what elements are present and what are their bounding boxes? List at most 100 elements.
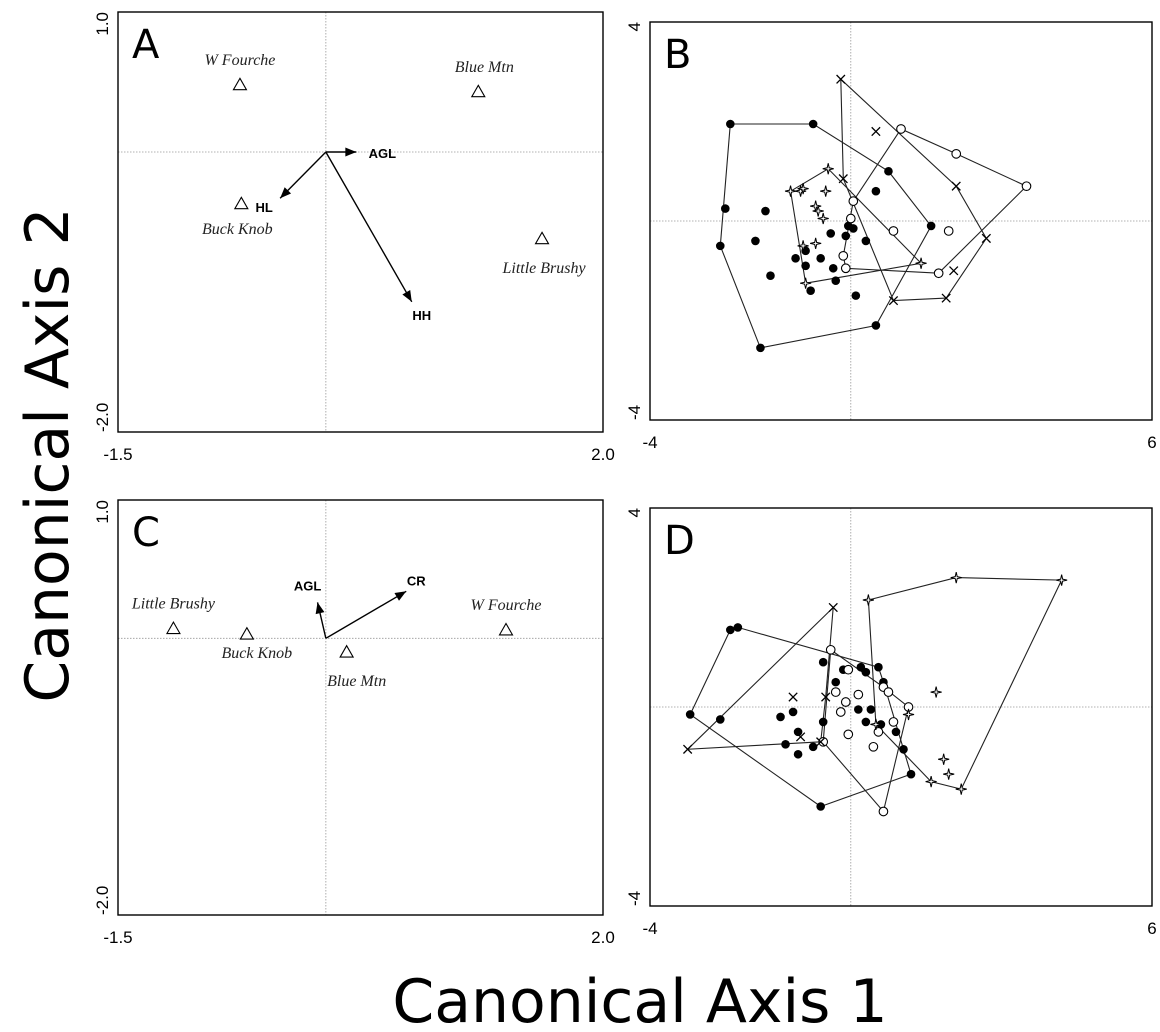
point-open-circle: [838, 250, 849, 261]
point-filled-circle: [776, 712, 785, 722]
point-filled-circle: [831, 276, 841, 286]
point-x-cross: [828, 602, 838, 613]
point-filled-circle: [818, 657, 828, 667]
site-triangle: [470, 84, 486, 98]
plot-frame: [649, 507, 1153, 907]
site-triangle: [339, 644, 355, 658]
panel-letter: C: [132, 510, 160, 556]
group-hull: [867, 577, 1063, 790]
point-open-circle: [868, 741, 879, 752]
point-filled-circle: [733, 623, 743, 632]
y-tick-label: -4: [625, 405, 644, 420]
point-four-point-star: [800, 277, 812, 289]
vector-arrowhead: [345, 147, 357, 157]
vector-arrowhead: [280, 187, 292, 199]
point-filled-circle: [899, 744, 908, 754]
vector-arrow: [325, 590, 407, 639]
point-open-circle: [933, 268, 944, 279]
site-label: W Fourche: [471, 597, 542, 614]
point-filled-circle: [791, 254, 800, 263]
point-x-cross: [838, 174, 848, 184]
x-axis-title: Canonical Axis 1: [392, 967, 887, 1032]
vector-label: AGL: [294, 578, 322, 593]
point-x-cross: [941, 293, 951, 303]
point-x-cross: [871, 126, 881, 137]
point-x-cross: [682, 744, 693, 754]
point-four-point-star: [943, 768, 955, 780]
site-triangle: [165, 621, 181, 635]
panel-c: C -1.5 2.0 1.0 -2.0 AGL CR Little Brushy Buck Kn…: [93, 499, 615, 947]
site-label: Little Brushy: [131, 596, 216, 613]
point-filled-circle: [874, 662, 883, 672]
point-filled-circle: [861, 717, 871, 727]
x-tick-label: -1.5: [103, 445, 132, 464]
point-four-point-star: [938, 753, 950, 765]
site-triangle: [534, 231, 550, 245]
site-label: Blue Mtn: [327, 673, 386, 690]
point-filled-circle: [808, 742, 818, 752]
point-open-circle: [825, 644, 836, 655]
y-tick-label: -4: [625, 891, 644, 906]
point-filled-circle: [721, 204, 730, 213]
point-open-circle: [943, 226, 954, 236]
panels: A -1.5 2.0 1.0 -2.0 AGL HL HH W Fourche Blue Mtn B…: [93, 11, 1157, 947]
point-filled-circle: [871, 186, 881, 196]
y-tick-label: -2.0: [93, 403, 112, 432]
point-x-cross: [981, 233, 991, 244]
point-filled-circle: [906, 769, 916, 779]
point-four-point-star: [817, 212, 829, 225]
point-filled-circle: [841, 231, 851, 241]
point-filled-circle: [926, 221, 936, 231]
point-four-point-star: [930, 686, 942, 698]
site-triangle: [233, 196, 249, 210]
panel-b: B -4 6 4 -4: [625, 21, 1157, 452]
panel-a: A -1.5 2.0 1.0 -2.0 AGL HL HH W Fourche Blue Mtn B…: [93, 11, 615, 464]
point-filled-circle: [891, 727, 901, 737]
point-filled-circle: [726, 119, 735, 129]
point-four-point-star: [810, 200, 822, 212]
group-hull: [840, 77, 987, 302]
site-label: W Fourche: [204, 52, 275, 69]
point-four-point-star: [870, 718, 882, 731]
point-open-circle: [818, 736, 829, 747]
x-tick-label: -4: [642, 919, 657, 938]
point-x-cross: [821, 692, 831, 702]
group-hull: [686, 606, 834, 750]
point-filled-circle: [831, 677, 841, 687]
vector-arrowhead: [315, 602, 325, 615]
point-filled-circle: [715, 715, 725, 724]
point-open-circle: [843, 664, 854, 675]
point-four-point-star: [797, 183, 809, 195]
plot-frame: [117, 499, 604, 916]
site-label: Buck Knob: [222, 645, 293, 662]
point-filled-circle: [849, 224, 858, 233]
site-label: Blue Mtn: [455, 59, 514, 76]
point-open-circle: [878, 806, 889, 817]
point-four-point-star: [950, 572, 962, 584]
point-filled-circle: [818, 717, 828, 727]
point-filled-circle: [856, 662, 866, 672]
point-filled-circle: [861, 236, 871, 246]
point-filled-circle: [685, 710, 695, 719]
site-triangle: [232, 77, 248, 91]
point-open-circle: [896, 124, 906, 134]
point-open-circle: [951, 148, 962, 159]
vector-label: CR: [407, 573, 426, 588]
x-tick-label: 2.0: [591, 928, 615, 947]
point-four-point-star: [810, 237, 822, 249]
point-filled-circle: [816, 802, 825, 811]
point-x-cross: [816, 737, 826, 747]
point-x-cross: [788, 692, 798, 702]
point-four-point-star: [797, 240, 809, 252]
point-open-circle: [840, 263, 851, 274]
point-x-cross: [949, 266, 959, 276]
panel-letter: B: [664, 32, 691, 78]
point-filled-circle: [793, 727, 803, 737]
point-four-point-star: [784, 185, 797, 197]
point-open-circle: [840, 697, 851, 707]
x-tick-label: 6: [1147, 919, 1156, 938]
plot-frame: [649, 21, 1153, 421]
point-x-cross: [951, 181, 961, 191]
point-filled-circle: [781, 740, 790, 749]
